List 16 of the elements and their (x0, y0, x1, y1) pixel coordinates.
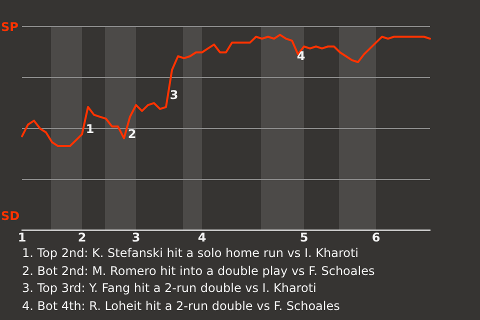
annotation: 4 (296, 49, 306, 63)
text: 1. Top 2nd: K. Stefanski hit a solo home run vs I. Kharoti (22, 245, 360, 262)
text: SD (1, 209, 20, 223)
x-tick-label: 6 (372, 230, 380, 244)
text: SP (1, 20, 18, 34)
x-tick-label: 4 (198, 230, 206, 244)
text: 3. Top 3rd: Y. Fang hit a 2-run double vs I. Kharoti (22, 280, 318, 298)
x-tick-label: 2 (78, 230, 86, 244)
x-tick-label: 1 (18, 230, 26, 244)
x-tick-label: 5 (300, 230, 308, 244)
x-tick-label: 3 (132, 230, 140, 244)
text: 2. Bot 2nd: M. Romero hit into a double play vs F. Schoales (22, 262, 375, 280)
annotation: 1 (86, 122, 94, 136)
annotation: 3 (170, 88, 178, 102)
text: 4. Bot 4th: R. Loheit hit a 2-run double vs F. Schoales (22, 298, 341, 315)
annotation: 2 (128, 127, 136, 141)
